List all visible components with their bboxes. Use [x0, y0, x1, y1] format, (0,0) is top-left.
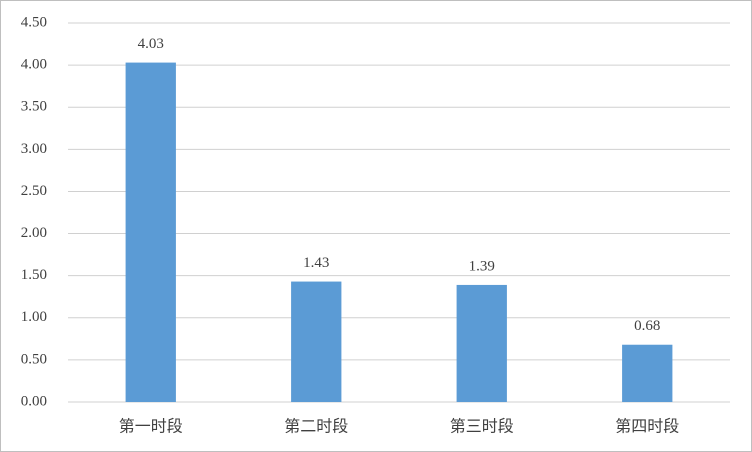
y-tick-label: 4.00	[21, 57, 47, 73]
bar	[125, 62, 176, 403]
bar	[456, 284, 507, 402]
y-tick-label: 3.50	[21, 99, 47, 115]
y-tick-label: 0.00	[21, 393, 47, 409]
y-tick-label: 0.50	[21, 351, 47, 367]
y-tick-label: 2.00	[21, 225, 47, 241]
y-tick-label: 1.50	[21, 267, 47, 283]
y-tick-label: 4.50	[21, 14, 47, 30]
x-tick-label: 第四时段	[615, 417, 679, 436]
y-tick-label: 1.00	[21, 309, 47, 325]
x-tick-label: 第一时段	[119, 417, 183, 436]
value-label: 1.39	[469, 258, 495, 274]
x-tick-label: 第三时段	[450, 417, 514, 436]
value-label: 4.03	[138, 36, 164, 52]
bar	[291, 281, 342, 402]
y-tick-label: 2.50	[21, 183, 47, 199]
value-label: 0.68	[634, 318, 660, 334]
x-tick-label: 第二时段	[284, 417, 348, 436]
bar	[622, 344, 673, 402]
value-label: 1.43	[303, 255, 329, 271]
y-tick-label: 3.00	[21, 141, 47, 157]
